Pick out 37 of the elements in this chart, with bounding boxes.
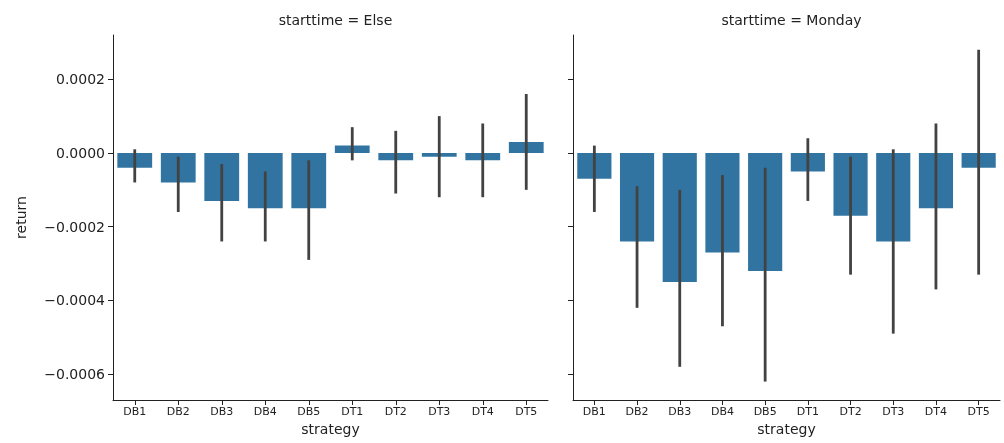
y-tick-label: 0.0000 xyxy=(56,144,105,161)
y-tick-label: −0.0004 xyxy=(44,292,106,309)
bar xyxy=(204,152,240,201)
x-tick-label: DB4 xyxy=(710,405,734,418)
x-tick-label: DT5 xyxy=(515,405,538,418)
x-axis-title: strategy xyxy=(301,421,360,437)
x-tick-label: DB2 xyxy=(166,405,190,418)
y-tick-label: 0.0002 xyxy=(56,71,105,88)
bar xyxy=(421,152,457,157)
x-tick-label: DT2 xyxy=(384,405,407,418)
x-tick-label: DB2 xyxy=(625,405,649,418)
x-tick-label: DT3 xyxy=(882,405,905,418)
x-tick-label: DB5 xyxy=(297,405,321,418)
y-tick-label: −0.0006 xyxy=(44,366,106,383)
chart-title: starttime = Monday xyxy=(721,12,862,28)
x-tick-label: DT1 xyxy=(341,405,364,418)
x-tick-label: DB5 xyxy=(753,405,777,418)
x-axis-title: strategy xyxy=(757,421,816,437)
x-tick-label: DT2 xyxy=(839,405,862,418)
x-tick-label: DT4 xyxy=(924,405,948,418)
x-tick-label: DB3 xyxy=(668,405,692,418)
bar xyxy=(291,152,327,209)
x-tick-label: DB3 xyxy=(210,405,234,418)
x-tick-label: DT3 xyxy=(428,405,451,418)
x-tick-label: DT4 xyxy=(471,405,494,418)
bar xyxy=(247,152,283,209)
bar xyxy=(160,152,196,183)
x-tick-label: DB4 xyxy=(253,405,277,418)
x-tick-label: DB1 xyxy=(123,405,147,418)
y-tick-label: −0.0002 xyxy=(44,218,105,235)
bar xyxy=(117,152,153,168)
x-tick-label: DB1 xyxy=(582,405,606,418)
x-tick-label: DT1 xyxy=(796,405,819,418)
bar xyxy=(508,141,544,153)
chart-title: starttime = Else xyxy=(278,12,393,28)
x-tick-label: DT5 xyxy=(967,405,990,418)
y-axis-title: return xyxy=(13,196,29,239)
